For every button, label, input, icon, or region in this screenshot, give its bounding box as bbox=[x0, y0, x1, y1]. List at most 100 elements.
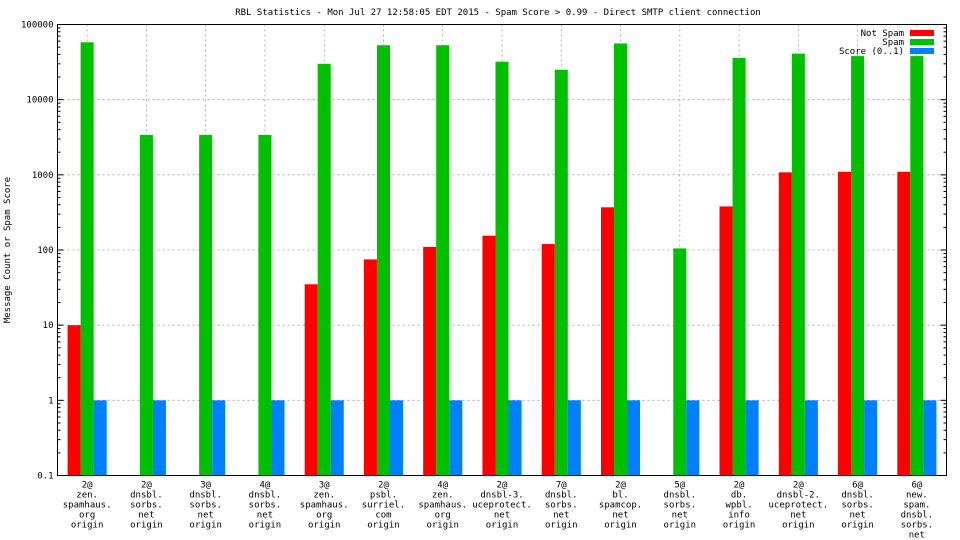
bar-spam bbox=[376, 45, 390, 476]
x-tick-label: org bbox=[435, 511, 451, 521]
x-tick-label: origin bbox=[604, 521, 637, 531]
bar-score-0-1 bbox=[449, 400, 463, 476]
x-tick-label: net bbox=[198, 511, 214, 521]
x-tick-label: dnsbl. bbox=[841, 491, 874, 501]
y-tick-label: 10000 bbox=[26, 96, 53, 106]
bar-score-0-1 bbox=[330, 400, 344, 476]
x-tick-label: zen. bbox=[313, 491, 335, 501]
x-tick-label: dnsbl. bbox=[664, 491, 697, 501]
x-tick-label: dnsbl. bbox=[189, 491, 222, 501]
legend-label: Not Spam bbox=[861, 29, 904, 39]
x-tick-label: net bbox=[257, 511, 273, 521]
bar-spam bbox=[199, 134, 213, 476]
x-tick-label: sorbs. bbox=[189, 501, 222, 511]
x-tick-label: net bbox=[672, 511, 688, 521]
x-tick-label: origin bbox=[841, 521, 874, 531]
x-tick-labels: 2@zen.spamhaus.orgorigin2@dnsbl.sorbs.ne… bbox=[63, 481, 933, 540]
bar-score-0-1 bbox=[864, 400, 878, 476]
bar-spam bbox=[614, 43, 628, 476]
x-tick-label: 4@ bbox=[260, 481, 271, 491]
bar-spam bbox=[139, 134, 153, 476]
bar-not-spam bbox=[67, 325, 81, 476]
x-tick-label: origin bbox=[130, 521, 163, 531]
x-tick-label: org bbox=[316, 511, 332, 521]
bar-not-spam bbox=[719, 206, 733, 476]
plot-frame bbox=[57, 24, 947, 476]
x-tick-label: 6@ bbox=[852, 481, 863, 491]
y-axis-label: Message Count or Spam Score bbox=[3, 177, 13, 323]
bar-spam bbox=[554, 69, 568, 476]
y-tick-label: 1 bbox=[48, 396, 53, 406]
x-tick-label: surriel. bbox=[362, 501, 405, 511]
x-tick-label: origin bbox=[426, 521, 459, 531]
bar-not-spam bbox=[897, 171, 911, 476]
x-tick-label: db. bbox=[731, 491, 747, 501]
bar-score-0-1 bbox=[686, 400, 700, 476]
bar-score-0-1 bbox=[389, 400, 404, 476]
x-tick-label: 2@ bbox=[615, 481, 626, 491]
y-tick-label: 100000 bbox=[21, 21, 54, 31]
x-tick-label: 2@ bbox=[82, 481, 93, 491]
x-tick-label: 2@ bbox=[497, 481, 508, 491]
x-tick-label: spamhaus. bbox=[418, 501, 467, 511]
x-tick-label: bl. bbox=[612, 491, 628, 501]
bar-spam bbox=[791, 53, 805, 476]
x-tick-label: spamcop. bbox=[599, 501, 642, 511]
x-tick-label: spamhaus. bbox=[63, 501, 112, 511]
y-tick-labels: 0.1 1 10 100 1000 10000 100000 bbox=[21, 21, 54, 482]
x-tick-label: 2@ bbox=[141, 481, 152, 491]
bar-not-spam bbox=[363, 259, 377, 476]
x-tick-label: com bbox=[375, 511, 391, 521]
x-tick-label: net bbox=[790, 511, 806, 521]
x-tick-label: origin bbox=[308, 521, 341, 531]
x-tick-label: net bbox=[909, 531, 925, 540]
x-tick-label: info bbox=[728, 511, 750, 521]
legend-swatch bbox=[910, 48, 934, 54]
x-tick-label: sorbs. bbox=[664, 501, 697, 511]
bar-spam bbox=[258, 134, 272, 476]
y-tick-label: 1000 bbox=[32, 171, 54, 181]
x-tick-label: uceprotect. bbox=[472, 501, 532, 511]
x-tick-label: origin bbox=[249, 521, 282, 531]
y-tick-label: 10 bbox=[43, 321, 54, 331]
bar-spam bbox=[851, 56, 865, 476]
x-tick-label: origin bbox=[189, 521, 222, 531]
chart-title: RBL Statistics - Mon Jul 27 12:58:05 EDT… bbox=[235, 8, 761, 18]
x-tick-label: sorbs. bbox=[249, 501, 282, 511]
x-tick-label: new. bbox=[906, 491, 928, 501]
bar-not-spam bbox=[838, 171, 852, 476]
bar-score-0-1 bbox=[923, 400, 937, 476]
x-tick-label: net bbox=[494, 511, 510, 521]
x-tick-label: spam. bbox=[903, 501, 930, 511]
x-tick-label: 2@ bbox=[734, 481, 745, 491]
bar-spam bbox=[673, 248, 687, 476]
bar-not-spam bbox=[304, 284, 318, 476]
bar-score-0-1 bbox=[804, 400, 818, 476]
bar-score-0-1 bbox=[745, 400, 759, 476]
x-tick-label: dnsbl. bbox=[130, 491, 163, 501]
bar-spam bbox=[732, 57, 746, 476]
x-tick-label: 6@ bbox=[911, 481, 922, 491]
bar-spam bbox=[910, 56, 924, 476]
x-tick-label: psbl. bbox=[370, 491, 397, 501]
x-tick-label: 7@ bbox=[556, 481, 567, 491]
bar-score-0-1 bbox=[212, 400, 226, 476]
x-tick-label: zen. bbox=[76, 491, 98, 501]
x-tick-label: 2@ bbox=[793, 481, 804, 491]
bar-score-0-1 bbox=[508, 400, 522, 476]
legend-label: Score (0..1) bbox=[839, 47, 904, 57]
x-tick-label: sorbs. bbox=[545, 501, 578, 511]
bar-spam bbox=[495, 61, 509, 476]
legend-label: Spam bbox=[882, 38, 904, 48]
x-tick-label: origin bbox=[545, 521, 578, 531]
x-tick-label: 2@ bbox=[378, 481, 389, 491]
x-tick-label: wpbl. bbox=[726, 501, 753, 511]
x-tick-label: 3@ bbox=[319, 481, 330, 491]
bars-layer bbox=[67, 42, 937, 476]
y-tick-label: 0.1 bbox=[37, 472, 53, 482]
bar-not-spam bbox=[482, 235, 496, 476]
x-tick-label: dnsbl-2. bbox=[777, 491, 820, 501]
x-tick-label: net bbox=[849, 511, 865, 521]
x-tick-label: org bbox=[79, 511, 95, 521]
